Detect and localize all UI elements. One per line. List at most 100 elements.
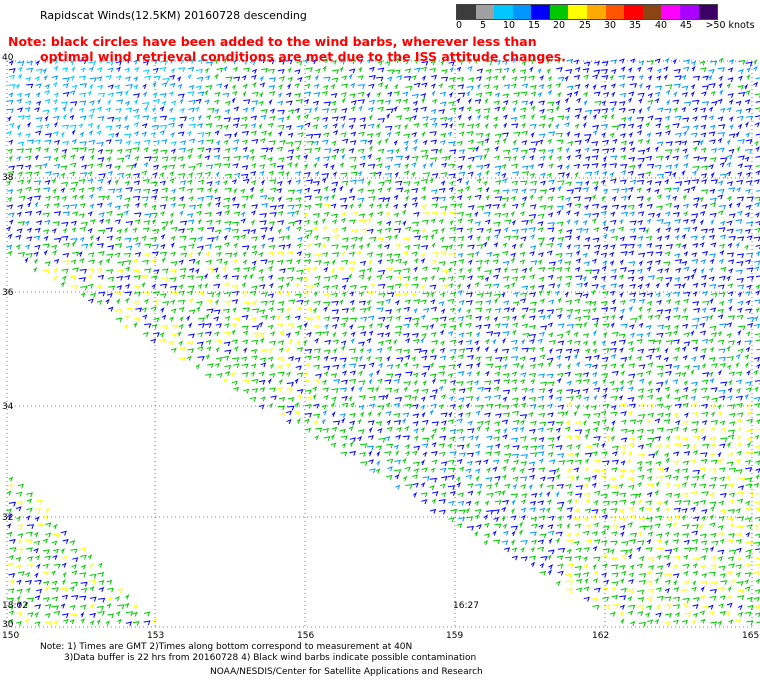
wind-barb <box>467 420 473 426</box>
wind-barb <box>376 99 384 105</box>
wind-barb <box>215 346 220 353</box>
wind-barb <box>754 227 760 233</box>
wind-barb <box>593 556 601 562</box>
wind-barb <box>331 267 336 274</box>
wind-barb <box>441 245 449 251</box>
wind-barb <box>693 612 699 618</box>
wind-barb <box>539 354 546 360</box>
wind-barb <box>394 243 401 249</box>
wind-barb <box>133 236 139 242</box>
wind-barb <box>170 347 177 353</box>
wind-barb <box>349 412 356 418</box>
wind-barb <box>727 556 735 562</box>
wind-barb <box>744 579 750 585</box>
wind-barb <box>51 75 59 81</box>
wind-barb <box>483 459 489 465</box>
wind-barb <box>609 101 617 107</box>
wind-barb <box>440 132 447 138</box>
wind-barb <box>70 259 77 265</box>
wind-barb <box>438 148 443 154</box>
wind-barb <box>665 194 671 200</box>
wind-barb <box>106 603 112 609</box>
wind-barb <box>304 348 313 354</box>
wind-barb <box>197 147 205 153</box>
wind-barb <box>25 148 33 153</box>
wind-barb <box>242 307 250 313</box>
wind-barb <box>250 266 256 272</box>
wind-barb <box>682 597 690 603</box>
wind-barb <box>215 299 220 305</box>
wind-barb <box>231 322 237 328</box>
wind-barb <box>511 268 519 274</box>
wind-barb <box>359 395 366 400</box>
wind-barb <box>241 372 249 377</box>
wind-barb <box>16 500 24 506</box>
wind-barb <box>537 139 544 145</box>
wind-barb <box>565 164 570 170</box>
wind-barb <box>241 173 249 179</box>
wind-barb <box>159 338 166 344</box>
wind-barb <box>657 372 664 378</box>
wind-barb <box>7 189 14 195</box>
wind-barb <box>7 522 12 529</box>
wind-barb <box>393 69 401 75</box>
wind-barb <box>628 131 633 138</box>
wind-barb <box>411 221 420 227</box>
wind-barb <box>233 251 238 257</box>
wind-barb <box>583 378 590 384</box>
wind-barb <box>54 121 58 128</box>
wind-barb <box>421 459 426 466</box>
wind-barb <box>420 492 428 498</box>
wind-barb <box>8 501 17 507</box>
wind-barb <box>457 92 466 98</box>
wind-barb <box>683 291 691 297</box>
wind-barb <box>348 73 353 80</box>
wind-barb <box>117 157 125 163</box>
wind-barb <box>674 75 682 81</box>
wind-barb <box>375 356 383 362</box>
wind-barb <box>62 613 69 618</box>
wind-barb <box>45 171 52 176</box>
wind-barb <box>665 492 673 498</box>
wind-barb <box>475 450 481 456</box>
wind-barb <box>277 180 283 186</box>
wind-barb <box>681 169 686 176</box>
scale-label-25: 25 <box>578 20 592 31</box>
wind-barb <box>368 403 376 409</box>
wind-barb <box>627 458 632 465</box>
wind-barbs-layer <box>6 57 760 627</box>
wind-barb <box>394 459 401 465</box>
wind-barb <box>583 419 587 426</box>
wind-barb <box>610 275 617 280</box>
wind-barb <box>414 348 422 354</box>
wind-barb <box>638 413 646 419</box>
wind-barb <box>331 219 338 225</box>
wind-barb <box>339 265 344 272</box>
wind-barb <box>412 363 419 369</box>
wind-barb <box>97 572 105 577</box>
wind-barb <box>537 213 545 219</box>
wind-barb <box>151 275 158 281</box>
wind-barb <box>141 196 149 202</box>
wind-barb <box>152 188 159 194</box>
wind-barb <box>151 156 159 162</box>
wind-barb <box>369 283 376 289</box>
wind-barb <box>737 291 743 297</box>
wind-barb <box>637 92 645 98</box>
wind-barb <box>287 204 295 210</box>
wind-barb <box>656 547 664 552</box>
wind-barb <box>612 188 620 194</box>
wind-barb <box>520 454 529 459</box>
wind-barb <box>16 123 21 130</box>
wind-barb <box>602 323 610 329</box>
wind-barb <box>232 307 237 313</box>
wind-barb <box>654 449 659 456</box>
wind-barb <box>116 75 122 81</box>
wind-barb <box>475 468 481 474</box>
wind-barb <box>546 205 554 210</box>
wind-barb <box>477 420 484 426</box>
wind-barb <box>745 554 752 560</box>
wind-barb <box>330 356 338 362</box>
wind-barb <box>188 66 195 72</box>
wind-barb <box>269 205 277 211</box>
